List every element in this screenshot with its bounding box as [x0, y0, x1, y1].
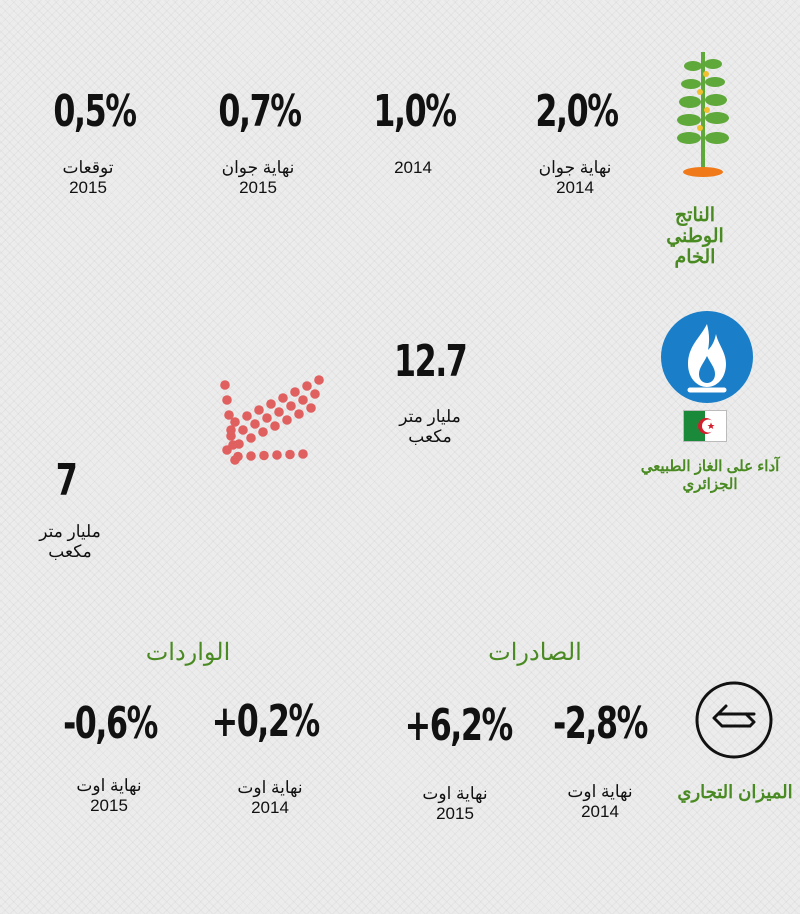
arrow-dot [234, 439, 244, 449]
gdp-label-2014: 2014 [358, 158, 468, 178]
exports-label-2015: نهاية اوت 2015 [400, 784, 510, 824]
gdp-label-jun-2014-line-1: نهاية جوان [538, 158, 612, 177]
gdp-plant-icon [676, 48, 730, 180]
gas-title-line-1: آداء على الغاز الطبيعي [640, 458, 780, 475]
gdp-label-jun-2014: نهاية جوان 2014 [520, 158, 630, 198]
gdp-label-jun-2015: نهاية جوان 2015 [203, 158, 313, 198]
arrow-dot [266, 399, 276, 409]
arrow-dot [298, 449, 308, 459]
imports-heading: الواردات [145, 639, 231, 666]
gdp-value-forecast-2015: 0,5% [53, 86, 137, 137]
gas-value-low-label: مليار متر مكعب [20, 522, 120, 562]
exports-label-2014: نهاية اوت 2014 [545, 782, 655, 822]
arrow-dot [230, 417, 240, 427]
gdp-title-line-1: الناتج [674, 205, 716, 226]
arrow-dot [224, 410, 234, 420]
gdp-title: الناتج الوطني الخام [650, 205, 740, 268]
exchange-arrows-icon [694, 680, 774, 760]
gas-title: آداء على الغاز الطبيعي الجزائري [620, 458, 800, 494]
imports-label-2014-line-2: 2014 [251, 798, 289, 817]
gas-value-low: 7 [55, 455, 78, 506]
arrow-dot [226, 431, 236, 441]
gas-value-high-label-line-1: مليار متر [399, 407, 461, 426]
arrow-dot [282, 415, 292, 425]
gdp-title-line-3: الخام [674, 247, 716, 268]
arrow-dot [294, 409, 304, 419]
arrow-dot [278, 393, 288, 403]
gdp-value-2014: 1,0% [373, 86, 457, 137]
imports-label-2015: نهاية اوت 2015 [54, 776, 164, 816]
gas-value-high-label: مليار متر مكعب [380, 407, 480, 447]
exports-label-2015-line-1: نهاية اوت [422, 784, 488, 803]
gas-value-high: 12.7 [394, 336, 468, 387]
arrow-dot [233, 451, 243, 462]
gdp-label-jun-2015-line-2: 2015 [239, 178, 277, 197]
arrow-dot [246, 451, 256, 461]
arrow-dot [286, 401, 296, 411]
arrow-dot [254, 405, 264, 415]
gdp-title-line-2: الوطني [666, 226, 724, 247]
arrow-dot [285, 449, 295, 460]
gdp-label-2014-line-1: 2014 [394, 158, 432, 177]
imports-value-2015: -0,6% [63, 698, 158, 749]
arrow-dot [274, 407, 284, 417]
arrow-dot [238, 425, 248, 435]
arrow-dot [258, 427, 268, 437]
imports-label-2015-line-1: نهاية اوت [76, 776, 142, 795]
arrow-dot [222, 395, 232, 405]
arrow-dot [314, 375, 324, 385]
exports-value-2015: +6,2% [404, 700, 514, 751]
exports-heading: الصادرات [488, 639, 582, 666]
gdp-label-forecast-2015-line-1: توقعات [62, 158, 114, 177]
arrow-dot [272, 450, 282, 460]
arrow-dot [310, 389, 320, 399]
exports-label-2015-line-2: 2015 [436, 804, 474, 823]
exports-label-2014-line-2: 2014 [581, 802, 619, 821]
arrow-dot [259, 450, 269, 461]
imports-label-2015-line-2: 2015 [90, 796, 128, 815]
arrow-dot [246, 433, 256, 443]
arrow-dot [302, 381, 312, 391]
arrow-dot [290, 387, 300, 397]
arrow-dot [250, 419, 260, 429]
exports-value-2014: -2,8% [553, 698, 648, 749]
arrow-dot [242, 411, 252, 421]
gas-title-line-2: الجزائري [682, 476, 738, 493]
arrow-dot [270, 421, 280, 431]
arrow-dot [220, 380, 230, 390]
gas-value-low-label-line-2: مكعب [48, 542, 92, 561]
algeria-flag-icon [683, 410, 727, 442]
gdp-value-jun-2014: 2,0% [535, 86, 619, 137]
gas-value-low-label-line-1: مليار متر [39, 522, 101, 541]
gdp-label-forecast-2015: توقعات 2015 [33, 158, 143, 198]
arrow-dot [298, 395, 308, 405]
arrow-dot [262, 413, 272, 423]
gdp-label-jun-2015-line-1: نهاية جوان [221, 158, 295, 177]
arrow-dot [222, 445, 232, 455]
gdp-value-jun-2015: 0,7% [218, 86, 302, 137]
gdp-label-jun-2014-line-2: 2014 [556, 178, 594, 197]
imports-value-2014: +0,2% [211, 696, 321, 747]
decline-arrow-icon [205, 360, 330, 465]
trade-title: الميزان التجاري [677, 782, 793, 802]
arrow-dot [306, 403, 316, 413]
exports-label-2014-line-1: نهاية اوت [567, 782, 633, 801]
gas-flame-icon [660, 310, 754, 404]
imports-label-2014: نهاية اوت 2014 [215, 778, 325, 818]
gdp-label-forecast-2015-line-2: 2015 [69, 178, 107, 197]
imports-label-2014-line-1: نهاية اوت [237, 778, 303, 797]
gas-value-high-label-line-2: مكعب [408, 427, 452, 446]
